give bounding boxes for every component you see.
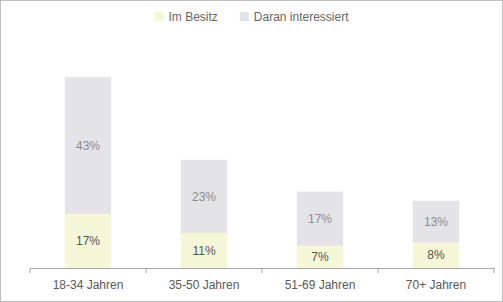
bar-segment [297, 246, 343, 268]
data-label: 11% [192, 244, 215, 258]
bar-segment [181, 160, 227, 233]
tick-label: 18-34 Jahren [53, 278, 124, 292]
tick-label: 70+ Jahren [406, 278, 466, 292]
bar-segment [297, 192, 343, 246]
data-labels: 17% 11% 7% 8% 43% 23% 17% 13% [76, 139, 448, 264]
tick: 35-50 Jahren [169, 268, 240, 292]
bar-segment [181, 233, 227, 268]
legend-item: Im Besitz [154, 10, 217, 24]
category-divider [146, 268, 147, 273]
bar-segment [65, 77, 111, 214]
plot-area [65, 77, 459, 268]
data-label: 7% [311, 250, 329, 264]
data-label: 17% [308, 212, 332, 226]
bar-segment [413, 243, 459, 268]
category-divider [378, 268, 379, 273]
tick: 70+ Jahren [406, 268, 466, 292]
legend-label: Daran interessiert [254, 10, 349, 24]
frame [1, 1, 503, 302]
bar-segment [413, 201, 459, 242]
legend-label: Im Besitz [168, 10, 217, 24]
chart: 17% 11% 7% 8% 43% 23% 17% 13% 18-34 Jahren 35-50 … [0, 0, 503, 302]
legend-swatch [154, 12, 163, 21]
data-label: 13% [424, 215, 448, 229]
legend-swatch [240, 12, 249, 21]
data-label: 17% [76, 234, 100, 248]
legend-item: Daran interessiert [240, 10, 349, 24]
tick-label: 35-50 Jahren [169, 278, 240, 292]
data-label: 23% [192, 190, 216, 204]
bar-segment [65, 214, 111, 268]
legend: Im Besitz Daran interessiert [154, 10, 349, 24]
data-label: 8% [427, 248, 445, 262]
data-label: 43% [76, 139, 100, 153]
tick: 18-34 Jahren [53, 268, 124, 292]
x-axis: 18-34 Jahren 35-50 Jahren 51-69 Jahren 70+ … [31, 268, 495, 292]
category-divider [30, 268, 31, 273]
tick-label: 51-69 Jahren [285, 278, 356, 292]
tick: 51-69 Jahren [285, 268, 356, 292]
category-divider [494, 268, 495, 273]
category-divider [262, 268, 263, 273]
